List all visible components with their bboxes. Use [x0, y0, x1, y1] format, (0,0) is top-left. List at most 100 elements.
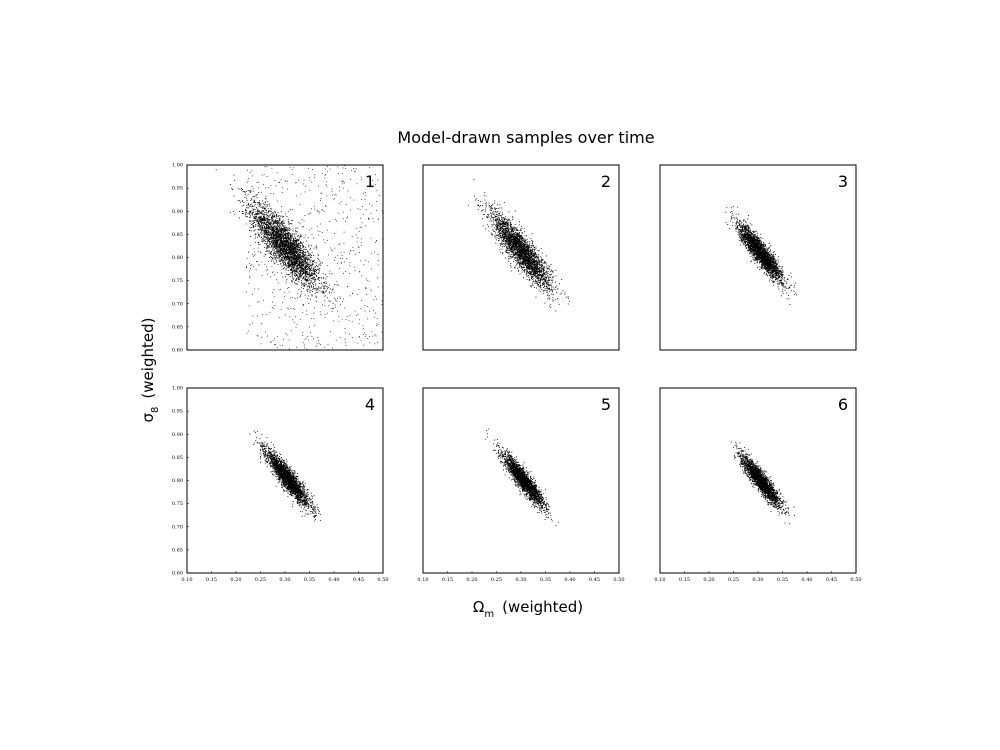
sample-point — [512, 238, 514, 239]
sample-point — [343, 272, 345, 274]
sample-point — [305, 274, 307, 275]
sample-point — [372, 179, 373, 181]
sample-point — [274, 241, 276, 243]
sample-point — [540, 286, 542, 288]
sample-point — [299, 257, 300, 259]
sample-point — [309, 179, 311, 181]
sample-point — [280, 230, 282, 232]
sample-point — [322, 290, 324, 292]
sample-point — [268, 227, 270, 229]
sample-point — [526, 249, 528, 251]
sample-point — [275, 241, 277, 243]
sample-point — [310, 274, 312, 276]
sample-point — [246, 266, 247, 267]
sample-point — [378, 195, 380, 197]
sample-point — [341, 183, 343, 185]
sample-point — [296, 258, 298, 259]
sample-point — [307, 280, 309, 282]
sample-point — [303, 251, 305, 253]
sample-point — [296, 227, 298, 229]
sample-point — [508, 236, 509, 238]
sample-point — [345, 204, 347, 205]
sample-point — [245, 216, 247, 218]
sample-point — [256, 211, 258, 213]
sample-point — [289, 247, 291, 249]
sample-point — [274, 244, 276, 246]
sample-point — [267, 273, 268, 275]
sample-point — [300, 273, 302, 275]
sample-point — [287, 258, 289, 260]
sample-point — [279, 247, 281, 249]
sample-point — [305, 265, 307, 267]
sample-point — [295, 239, 297, 241]
sample-point — [286, 240, 288, 242]
sample-point — [267, 268, 269, 270]
sample-point — [306, 265, 308, 267]
sample-point — [325, 291, 327, 293]
sample-point — [535, 252, 537, 254]
sample-point — [291, 272, 293, 274]
sample-point — [336, 280, 338, 282]
sample-point — [264, 243, 266, 245]
sample-point — [276, 242, 278, 244]
sample-point — [290, 269, 292, 271]
sample-point — [325, 278, 327, 280]
sample-point — [530, 285, 532, 287]
sample-point — [303, 276, 305, 278]
sample-point — [524, 244, 526, 246]
sample-point — [539, 268, 541, 270]
sample-point — [314, 176, 316, 178]
sample-point — [346, 315, 348, 317]
sample-point — [316, 209, 318, 211]
sample-point — [291, 263, 293, 265]
sample-point — [532, 245, 534, 247]
sample-point — [284, 240, 286, 242]
sample-point — [310, 272, 312, 274]
sample-point — [264, 230, 266, 232]
sample-point — [496, 227, 498, 229]
sample-point — [265, 219, 267, 221]
sample-point — [535, 274, 537, 276]
sample-point — [309, 264, 311, 266]
sample-point — [268, 247, 270, 249]
sample-point — [288, 257, 290, 259]
sample-point — [282, 232, 284, 234]
sample-point — [278, 235, 280, 237]
sample-point — [512, 245, 514, 246]
sample-point — [308, 268, 310, 270]
sample-point — [318, 212, 320, 214]
sample-point — [270, 243, 271, 245]
sample-point — [288, 233, 290, 235]
sample-point — [364, 332, 366, 334]
sample-point — [303, 268, 305, 270]
sample-point — [284, 250, 286, 252]
sample-point — [523, 276, 524, 278]
sample-point — [285, 228, 287, 230]
sample-point — [277, 246, 279, 248]
sample-point — [517, 250, 519, 252]
sample-point — [293, 271, 295, 273]
sample-point — [303, 272, 304, 274]
sample-point — [319, 311, 321, 313]
sample-point — [292, 253, 294, 255]
sample-point — [467, 204, 469, 206]
sample-point — [309, 270, 311, 271]
sample-point — [277, 282, 279, 284]
sample-point — [290, 262, 292, 264]
sample-point — [289, 264, 291, 266]
sample-point — [320, 344, 321, 345]
sample-point — [307, 276, 309, 278]
sample-point — [281, 228, 283, 229]
sample-point — [492, 229, 494, 231]
sample-point — [247, 203, 249, 205]
sample-point — [273, 260, 275, 262]
sample-point — [296, 282, 298, 284]
sample-point — [288, 241, 289, 243]
sample-point — [237, 188, 239, 190]
sample-point — [360, 260, 362, 262]
sample-point — [264, 226, 266, 228]
sample-point — [292, 262, 294, 264]
sample-point — [285, 251, 287, 253]
sample-point — [299, 258, 301, 260]
sample-point — [311, 336, 313, 337]
